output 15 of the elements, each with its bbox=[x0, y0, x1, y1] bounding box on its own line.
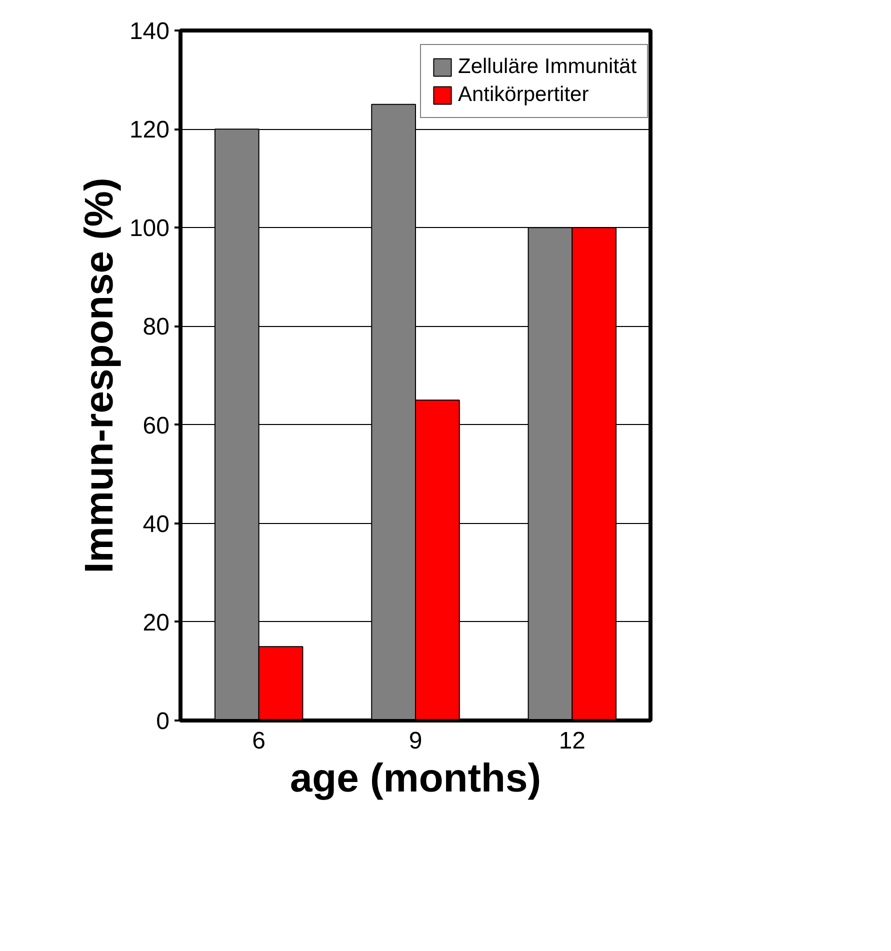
y-tick-label: 40 bbox=[142, 510, 170, 538]
legend-label: Antikörpertiter bbox=[458, 83, 589, 107]
y-tick-label: 140 bbox=[129, 18, 170, 45]
legend-label: Zelluläre Immunität bbox=[458, 55, 637, 79]
x-tick-label: 12 bbox=[558, 728, 586, 754]
y-tick-label: 20 bbox=[142, 609, 170, 636]
x-tick-label: 9 bbox=[408, 728, 422, 754]
y-tick-label: 100 bbox=[129, 215, 170, 242]
x-tick-label: 6 bbox=[252, 728, 266, 754]
x-axis-title: age (months) bbox=[290, 756, 542, 800]
y-tick-label: 120 bbox=[129, 116, 170, 144]
y-tick-label: 80 bbox=[142, 314, 170, 341]
y-axis-title: Immun-response (%) bbox=[77, 178, 122, 574]
y-tick-label: 0 bbox=[156, 708, 170, 735]
y-tick-label: 60 bbox=[142, 412, 170, 440]
